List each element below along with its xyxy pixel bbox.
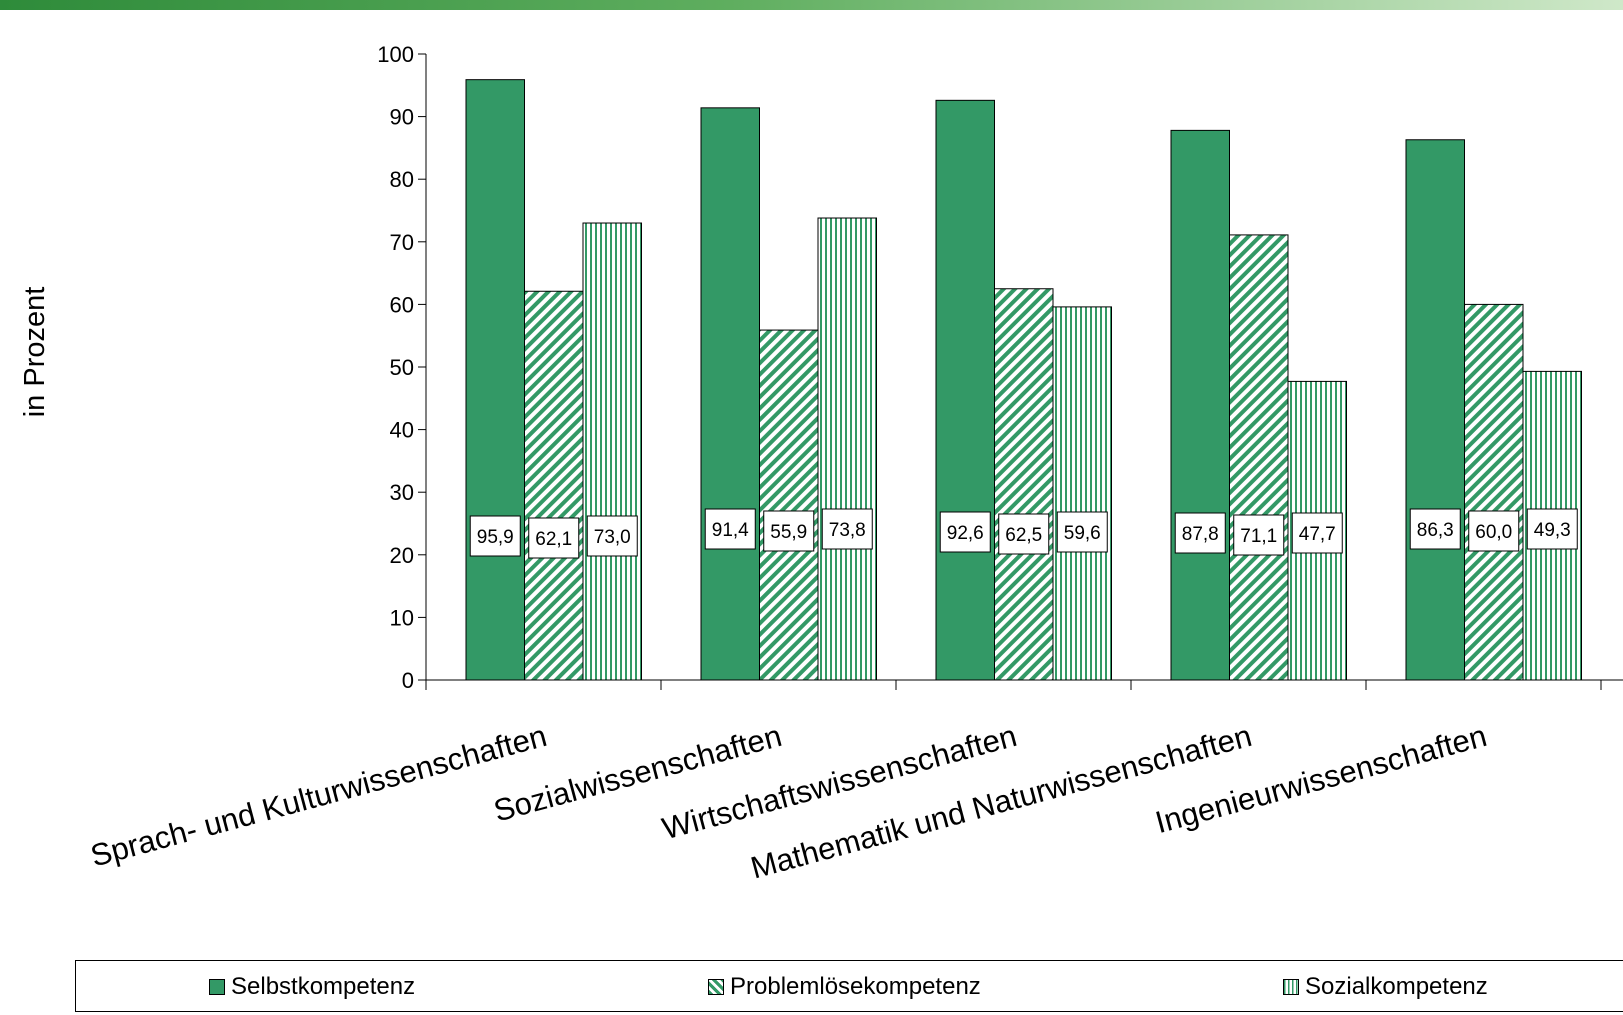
y-tick-label: 50 xyxy=(390,355,414,380)
data-label: 95,9 xyxy=(477,527,514,548)
data-label: 73,8 xyxy=(829,520,866,541)
data-label: 87,8 xyxy=(1182,524,1219,545)
y-tick-label: 40 xyxy=(390,418,414,443)
legend-swatch-solid xyxy=(209,979,225,995)
data-label-box xyxy=(763,510,815,552)
bar-solid xyxy=(1170,129,1230,681)
data-label-box xyxy=(1056,511,1108,553)
data-label-box xyxy=(1526,508,1578,550)
legend-item-sozialkompetenz: Sozialkompetenz xyxy=(1283,973,1488,1001)
data-label: 73,0 xyxy=(594,527,631,548)
data-label-box xyxy=(939,511,991,553)
legend-label: Selbstkompetenz xyxy=(231,973,416,1000)
bar-solid xyxy=(700,107,760,681)
data-label-box xyxy=(1409,508,1461,550)
bar-solid xyxy=(465,79,525,681)
data-label-box xyxy=(469,515,521,557)
bar-vertical xyxy=(817,217,877,681)
data-label: 91,4 xyxy=(712,520,749,541)
legend: Selbstkompetenz Problemlösekompetenz Soz… xyxy=(75,960,1623,1012)
bar-solid xyxy=(935,99,995,681)
bar-diagonal xyxy=(759,329,819,681)
data-label: 49,3 xyxy=(1534,520,1571,541)
y-tick-label: 70 xyxy=(390,230,414,255)
data-label-box xyxy=(528,517,580,559)
data-label: 62,1 xyxy=(535,529,572,550)
legend-item-selbstkompetenz: Selbstkompetenz xyxy=(209,973,415,1001)
top-accent-bar xyxy=(0,0,1623,10)
legend-label: Sozialkompetenz xyxy=(1305,973,1488,1000)
legend-swatch-diagonal xyxy=(708,979,724,995)
bar-vertical xyxy=(1052,306,1112,681)
data-label: 86,3 xyxy=(1417,520,1454,541)
data-label-box xyxy=(704,508,756,550)
y-tick-label: 100 xyxy=(377,42,414,67)
data-label-box xyxy=(1291,512,1343,554)
bar-diagonal xyxy=(1229,234,1289,681)
legend-swatch-vertical xyxy=(1283,979,1299,995)
data-label: 55,9 xyxy=(770,522,807,543)
data-label-box xyxy=(586,515,638,557)
y-tick-label: 90 xyxy=(390,105,414,130)
y-axis-label: in Prozent xyxy=(19,287,51,418)
data-label: 59,6 xyxy=(1064,523,1101,544)
data-label: 60,0 xyxy=(1475,522,1512,543)
y-tick-label: 80 xyxy=(390,167,414,192)
bar-diagonal xyxy=(994,288,1054,681)
data-label-box xyxy=(821,508,873,550)
data-label-box xyxy=(1174,512,1226,554)
data-label-box xyxy=(1233,514,1285,556)
y-tick-label: 10 xyxy=(390,605,414,630)
bar-vertical xyxy=(582,222,642,681)
y-tick-label: 0 xyxy=(402,668,414,693)
y-tick-label: 30 xyxy=(390,480,414,505)
y-tick-label: 60 xyxy=(390,292,414,317)
y-tick-label: 20 xyxy=(390,543,414,568)
data-label-box xyxy=(998,513,1050,555)
legend-label: Problemlösekompetenz xyxy=(730,973,981,1000)
data-label: 71,1 xyxy=(1240,526,1277,547)
legend-item-problemloesekompetenz: Problemlösekompetenz xyxy=(708,973,981,1001)
bar-diagonal xyxy=(1464,303,1524,681)
bar-chart: 0 10 20 30 40 50 60 70 80 90 100 95,9 62,1 73,0 91,4 5… xyxy=(19,42,1623,886)
data-label: 47,7 xyxy=(1299,524,1336,545)
data-label: 62,5 xyxy=(1005,525,1042,546)
data-label-box xyxy=(1468,510,1520,552)
bar-solid xyxy=(1405,139,1465,681)
bar-diagonal xyxy=(524,290,584,681)
x-category-label: Sprach- und Kulturwissenschaften xyxy=(87,718,550,874)
data-label: 92,6 xyxy=(947,523,984,544)
